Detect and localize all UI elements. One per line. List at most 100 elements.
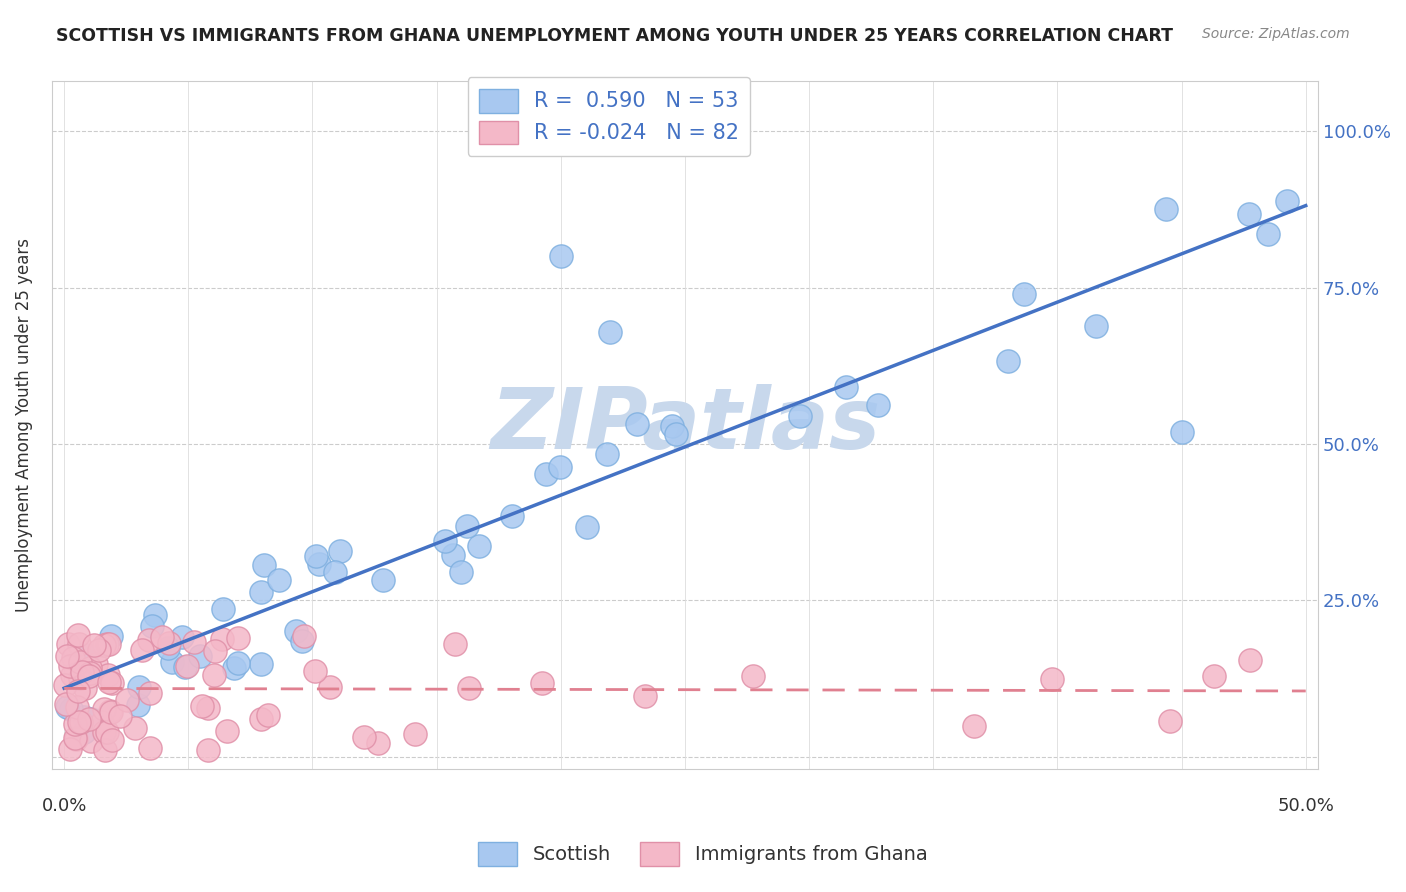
- Point: [72, 709, 94, 723]
- Point: [197, 743, 219, 757]
- Text: SCOTTISH VS IMMIGRANTS FROM GHANA UNEMPLOYMENT AMONG YOUTH UNDER 25 YEARS CORREL: SCOTTISH VS IMMIGRANTS FROM GHANA UNEMPL…: [56, 27, 1173, 45]
- Point: [441, 548, 464, 562]
- Point: [172, 630, 194, 644]
- Point: [626, 417, 648, 432]
- Point: [87, 643, 110, 657]
- Point: [59, 658, 82, 673]
- Point: [75, 665, 97, 679]
- Point: [1275, 194, 1298, 208]
- Point: [69, 655, 91, 669]
- Point: [101, 732, 124, 747]
- Point: [139, 741, 162, 756]
- Point: [60, 701, 83, 715]
- Point: [73, 681, 96, 695]
- Point: [93, 702, 115, 716]
- Point: [304, 664, 326, 678]
- Point: [67, 628, 90, 642]
- Point: [138, 632, 160, 647]
- Point: [595, 447, 617, 461]
- Point: [90, 714, 112, 729]
- Point: [325, 566, 347, 580]
- Point: [96, 637, 118, 651]
- Point: [353, 731, 375, 745]
- Point: [1042, 672, 1064, 686]
- Point: [77, 712, 100, 726]
- Point: [868, 398, 890, 412]
- Point: [128, 680, 150, 694]
- Point: [66, 699, 89, 714]
- Point: [1170, 425, 1192, 439]
- Point: [80, 733, 103, 747]
- Point: [217, 724, 239, 739]
- Point: [96, 724, 118, 739]
- Point: [222, 661, 245, 675]
- Point: [530, 676, 553, 690]
- Point: [284, 624, 307, 638]
- Point: [249, 712, 271, 726]
- Point: [76, 648, 98, 662]
- Point: [72, 724, 94, 739]
- Legend: Scottish, Immigrants from Ghana: Scottish, Immigrants from Ghana: [471, 834, 935, 873]
- Point: [329, 544, 352, 558]
- Point: [444, 637, 467, 651]
- Point: [548, 460, 571, 475]
- Point: [1239, 653, 1261, 667]
- Point: [124, 721, 146, 735]
- Point: [62, 650, 84, 665]
- Point: [173, 660, 195, 674]
- Point: [250, 585, 273, 599]
- Point: [434, 534, 457, 549]
- Point: [997, 354, 1019, 368]
- Point: [84, 657, 107, 672]
- Point: [305, 549, 328, 564]
- Point: [79, 666, 101, 681]
- Point: [1159, 714, 1181, 728]
- Point: [128, 698, 150, 713]
- Point: [100, 629, 122, 643]
- Text: ZIPatlas: ZIPatlas: [489, 384, 880, 467]
- Y-axis label: Unemployment Among Youth under 25 years: Unemployment Among Youth under 25 years: [15, 238, 32, 612]
- Point: [534, 467, 557, 481]
- Point: [160, 655, 183, 669]
- Point: [1257, 227, 1279, 242]
- Point: [191, 699, 214, 714]
- Point: [256, 708, 278, 723]
- Point: [367, 735, 389, 749]
- Point: [226, 656, 249, 670]
- Point: [67, 636, 90, 650]
- Point: [98, 704, 121, 718]
- Point: [292, 629, 315, 643]
- Point: [138, 686, 160, 700]
- Point: [1239, 207, 1261, 221]
- Point: [1154, 202, 1177, 217]
- Text: Source: ZipAtlas.com: Source: ZipAtlas.com: [1202, 27, 1350, 41]
- Point: [1085, 318, 1108, 333]
- Point: [183, 634, 205, 648]
- Point: [108, 709, 131, 723]
- Point: [269, 574, 291, 588]
- Point: [211, 632, 233, 646]
- Point: [70, 715, 93, 730]
- Point: [55, 697, 77, 711]
- Point: [661, 419, 683, 434]
- Point: [79, 661, 101, 675]
- Point: [56, 637, 79, 651]
- Point: [963, 719, 986, 733]
- Point: [634, 689, 657, 703]
- Point: [834, 379, 856, 393]
- Point: [501, 509, 523, 524]
- Point: [94, 743, 117, 757]
- Point: [204, 644, 226, 658]
- Point: [70, 665, 93, 680]
- Point: [131, 643, 153, 657]
- Point: [101, 676, 124, 690]
- Point: [212, 602, 235, 616]
- Point: [157, 636, 180, 650]
- Text: 0.0%: 0.0%: [42, 797, 87, 814]
- Point: [55, 700, 77, 714]
- Point: [456, 518, 478, 533]
- Point: [1014, 286, 1036, 301]
- Point: [1204, 669, 1226, 683]
- Point: [79, 712, 101, 726]
- Point: [249, 657, 271, 672]
